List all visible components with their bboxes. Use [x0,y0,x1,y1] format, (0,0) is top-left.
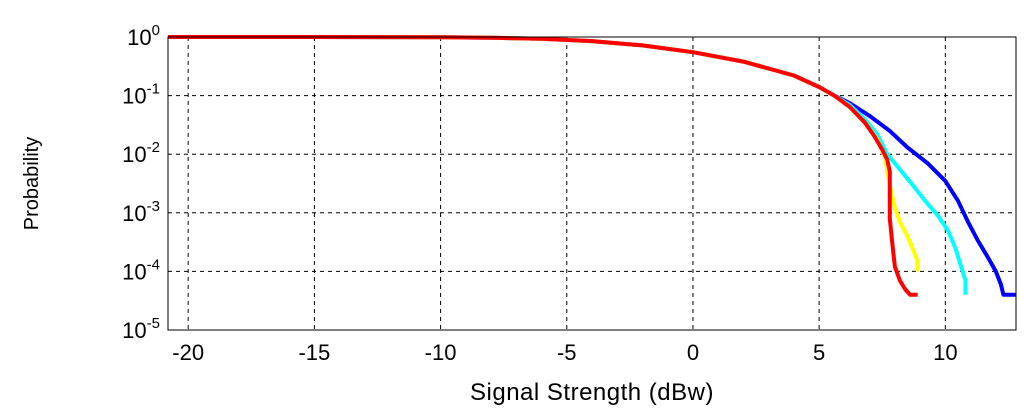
series-lines [168,35,1016,297]
x-tick-labels: -20 -15 -10 -5 0 5 10 [172,340,957,365]
x-tick-label: 5 [813,340,825,365]
y-tick-labels: 100 10-1 10-2 10-3 10-4 10-5 [122,22,160,343]
y-axis-label: Probability [21,137,43,230]
x-axis-label: Signal Strength (dBw) [470,379,714,406]
x-tick-label: -10 [425,340,457,365]
x-tick-label: -5 [557,340,577,365]
plot-frame [167,36,1017,331]
y-tick-label: 10-1 [122,81,160,109]
y-tick-label: 10-5 [122,315,160,343]
y-tick-label: 100 [127,22,160,50]
x-tick-label: -20 [172,340,204,365]
y-tick-label: 10-4 [122,256,160,284]
y-tick-label: 10-2 [122,139,160,167]
x-tick-label: -15 [298,340,330,365]
x-tick-label: 10 [933,340,957,365]
series-line-4 [168,35,918,297]
x-tick-label: 0 [687,340,699,365]
y-tick-label: 10-3 [122,198,160,226]
